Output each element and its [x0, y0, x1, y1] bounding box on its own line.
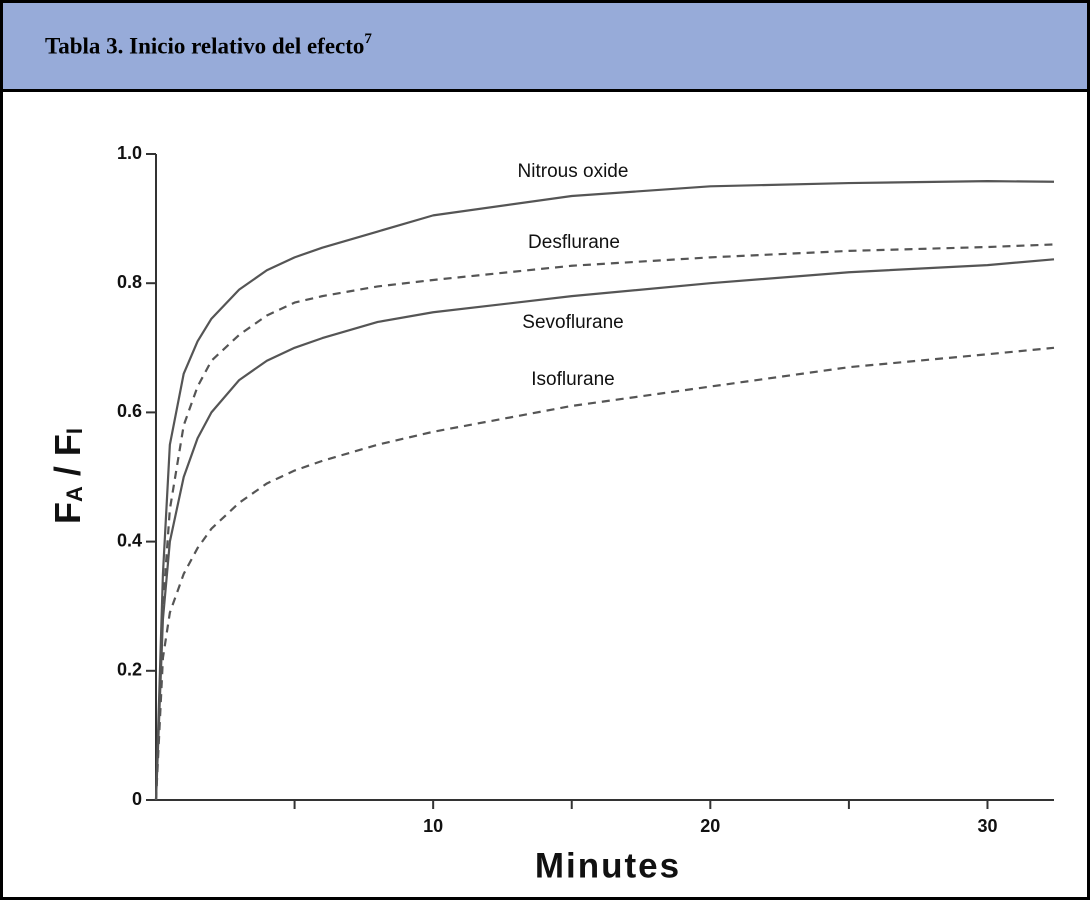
y-tick-label: 0.8 [117, 272, 142, 292]
y-tick-label: 0.2 [117, 660, 142, 680]
y-axis-title-subscript: A [62, 486, 87, 502]
y-axis-title-part: / F [47, 434, 88, 486]
table-header: Tabla 3. Inicio relativo del efecto7 [3, 3, 1087, 92]
y-tick-label: 0 [132, 789, 142, 809]
series-line [154, 258, 1055, 801]
y-tick-label: 0.6 [117, 401, 142, 421]
x-tick-label: 10 [423, 816, 443, 836]
y-axis-title: FA / FI [47, 428, 88, 524]
series-label: Desflurane [528, 232, 620, 253]
title-reference: 7 [364, 31, 372, 47]
table-title: Tabla 3. Inicio relativo del efecto7 [45, 31, 372, 60]
series-line [154, 346, 1055, 801]
series-line [154, 243, 1055, 801]
x-axis-title: Minutes [535, 846, 681, 885]
y-axis-title-subscript: I [62, 428, 87, 434]
y-tick-label: 1.0 [117, 143, 142, 163]
series-label: Sevoflurane [522, 312, 623, 333]
x-tick-label: 30 [977, 816, 997, 836]
series-label: Nitrous oxide [518, 161, 629, 182]
y-axis-title-part: F [47, 502, 88, 524]
title-text: Tabla 3. Inicio relativo del efecto [45, 33, 365, 59]
x-tick-label: 20 [700, 816, 720, 836]
y-tick-label: 0.4 [117, 530, 142, 550]
series-line [154, 180, 1055, 801]
series-label: Isoflurane [531, 369, 614, 390]
